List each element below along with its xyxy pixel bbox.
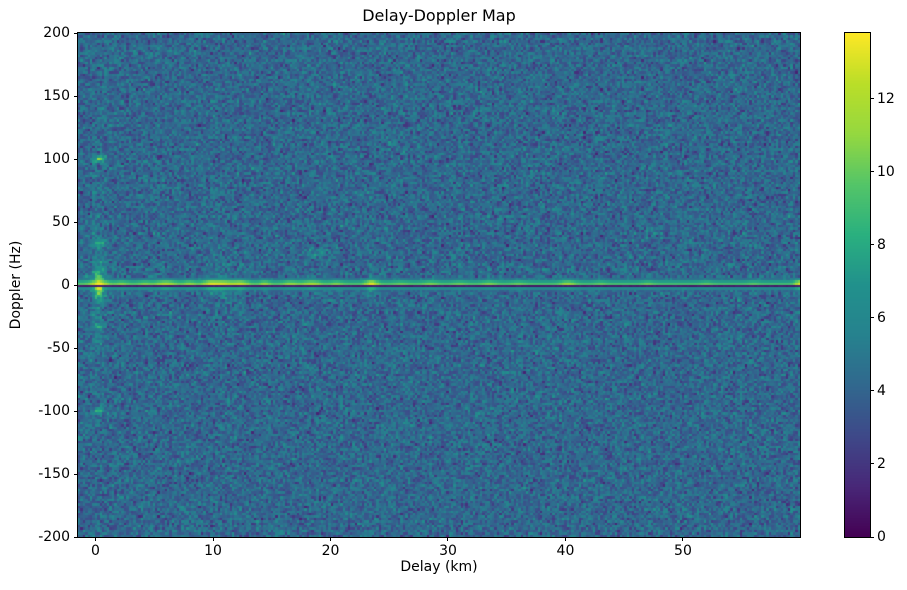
plot-title: Delay-Doppler Map: [362, 6, 516, 25]
colorbar-tick-mark: [870, 463, 874, 465]
colorbar-tick-mark: [870, 390, 874, 392]
colorbar-tick-label: 4: [877, 382, 886, 399]
x-tick-label: 20: [321, 543, 340, 559]
x-tick-label: 40: [556, 543, 575, 559]
y-tick-mark: [74, 536, 78, 538]
x-tick-mark: [447, 537, 449, 541]
x-tick-mark: [212, 537, 214, 541]
y-tick-mark: [74, 284, 78, 286]
colorbar-tick-label: 12: [877, 90, 895, 107]
x-axis-label: Delay (km): [400, 559, 478, 575]
x-tick-label: 0: [91, 543, 100, 559]
colorbar-tick-mark: [870, 98, 874, 100]
x-tick-mark: [564, 537, 566, 541]
y-tick-label: -200: [38, 529, 70, 545]
colorbar-tick-label: 0: [877, 529, 886, 545]
x-tick-label: 50: [674, 543, 692, 559]
colorbar-tick-mark: [870, 244, 874, 246]
colorbar-tick-mark: [870, 317, 874, 319]
colorbar-tick-label: 10: [877, 163, 895, 180]
x-tick-mark: [682, 537, 684, 541]
x-tick-mark: [329, 537, 331, 541]
colorbar: [844, 32, 871, 538]
colorbar-gradient: [845, 33, 870, 537]
y-tick-label: 0: [61, 277, 70, 293]
y-tick-mark: [74, 473, 78, 475]
colorbar-tick-label: 8: [877, 236, 886, 253]
y-tick-label: -150: [38, 466, 70, 482]
y-axis-label: Doppler (Hz): [8, 240, 24, 330]
y-tick-label: 100: [43, 151, 70, 167]
y-tick-label: -100: [38, 403, 70, 419]
y-tick-mark: [74, 32, 78, 34]
x-tick-label: 30: [439, 543, 457, 559]
y-tick-mark: [74, 95, 78, 97]
y-tick-label: 50: [52, 214, 70, 230]
colorbar-tick-mark: [870, 171, 874, 173]
heatmap-plot-area: [77, 32, 801, 538]
y-tick-mark: [74, 221, 78, 223]
y-tick-mark: [74, 158, 78, 160]
colorbar-tick-mark: [870, 536, 874, 538]
colorbar-tick-label: 6: [877, 309, 886, 326]
y-tick-mark: [74, 410, 78, 412]
x-tick-mark: [95, 537, 96, 541]
heatmap-canvas: [78, 33, 800, 537]
y-tick-mark: [74, 347, 78, 349]
x-tick-label: 10: [204, 543, 222, 559]
y-tick-label: 200: [43, 25, 70, 41]
colorbar-tick-label: 2: [877, 455, 886, 472]
y-tick-label: -50: [47, 340, 70, 356]
y-tick-label: 150: [43, 88, 70, 104]
